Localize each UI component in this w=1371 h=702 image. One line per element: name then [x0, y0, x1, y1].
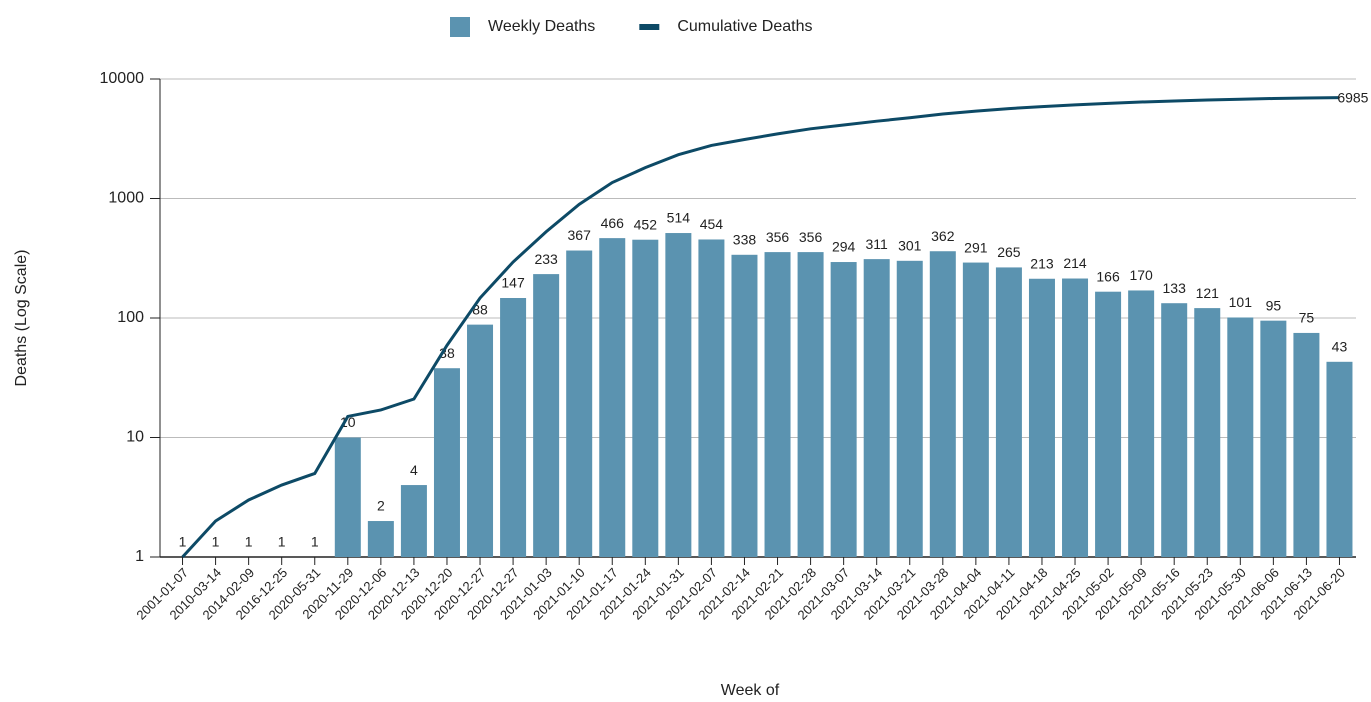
- bar-value-label: 301: [898, 238, 922, 254]
- bar: [962, 262, 989, 557]
- bar: [731, 254, 758, 558]
- bar-value-label: 1: [278, 534, 286, 550]
- bar: [367, 521, 394, 557]
- bar-value-label: 2: [377, 498, 385, 514]
- bar: [533, 274, 560, 557]
- y-tick-label: 100: [117, 309, 144, 326]
- bar-value-label: 170: [1129, 267, 1153, 283]
- legend-swatch: [450, 17, 470, 37]
- bar-value-label: 1: [245, 534, 253, 550]
- bar-value-label: 311: [866, 236, 889, 252]
- bar: [1028, 278, 1055, 557]
- x-axis-title: Week of: [721, 682, 780, 699]
- bar-value-label: 338: [733, 231, 757, 247]
- bar-value-label: 452: [634, 216, 658, 232]
- bar-value-label: 356: [766, 229, 790, 245]
- y-tick-label: 10: [126, 429, 144, 446]
- line: [181, 96, 1340, 559]
- bar: [896, 260, 923, 557]
- bar: [665, 233, 692, 557]
- bar-value-label: 233: [534, 251, 558, 267]
- bar-value-label: 514: [667, 210, 691, 226]
- bar: [1260, 320, 1287, 557]
- bar-value-label: 1: [311, 534, 319, 550]
- bar-value-label: 133: [1163, 280, 1187, 296]
- bar: [1161, 303, 1188, 557]
- bar: [1194, 308, 1221, 557]
- bar: [400, 485, 427, 557]
- bar-value-label: 214: [1063, 255, 1087, 271]
- bar: [566, 250, 593, 557]
- bar-value-label: 265: [997, 244, 1021, 260]
- bar-value-label: 147: [501, 275, 525, 291]
- bar: [863, 259, 890, 557]
- bar: [599, 238, 626, 558]
- bar: [1128, 290, 1155, 557]
- legend-label: Weekly Deaths: [488, 18, 595, 35]
- bar: [1062, 278, 1089, 557]
- bar-value-label: 356: [799, 229, 823, 245]
- bar-value-label: 1: [179, 534, 187, 550]
- bar-value-label: 294: [832, 239, 856, 255]
- y-tick-label: 1: [135, 548, 144, 565]
- y-axis-title: Deaths (Log Scale): [13, 250, 30, 387]
- bar-value-label: 454: [700, 216, 724, 232]
- bar-value-label: 4: [410, 462, 418, 478]
- bar: [1095, 291, 1122, 557]
- legend-label: Cumulative Deaths: [677, 18, 812, 35]
- bar-value-label: 121: [1196, 285, 1220, 301]
- bar: [1326, 361, 1353, 557]
- bar: [467, 324, 494, 557]
- bar-value-label: 101: [1229, 294, 1253, 310]
- bar: [1293, 332, 1320, 557]
- bar: [764, 252, 791, 557]
- bar-value-label: 43: [1332, 339, 1348, 355]
- bar-value-label: 75: [1299, 310, 1315, 326]
- bar-value-label: 362: [931, 228, 955, 244]
- bar: [1227, 317, 1254, 557]
- line-end-label: 6985: [1337, 89, 1368, 105]
- bar: [698, 239, 725, 558]
- y-tick-label: 1000: [108, 190, 144, 207]
- bar: [929, 251, 956, 558]
- legend-swatch: [639, 24, 660, 30]
- bar-value-label: 1: [212, 534, 220, 550]
- y-tick-label: 10000: [100, 70, 145, 87]
- bar: [500, 298, 527, 557]
- bar-value-label: 166: [1096, 268, 1120, 284]
- bar-value-label: 95: [1266, 297, 1282, 313]
- bar-value-label: 213: [1030, 255, 1054, 271]
- bar: [334, 437, 361, 557]
- bar-value-label: 291: [964, 239, 988, 255]
- bar-value-label: 466: [601, 215, 625, 231]
- bar-value-label: 367: [568, 227, 592, 243]
- bar: [797, 252, 824, 557]
- bar: [433, 368, 460, 557]
- bar: [830, 262, 857, 557]
- bar-value-label: 10: [340, 414, 356, 430]
- bar: [995, 267, 1022, 557]
- bar: [632, 239, 659, 558]
